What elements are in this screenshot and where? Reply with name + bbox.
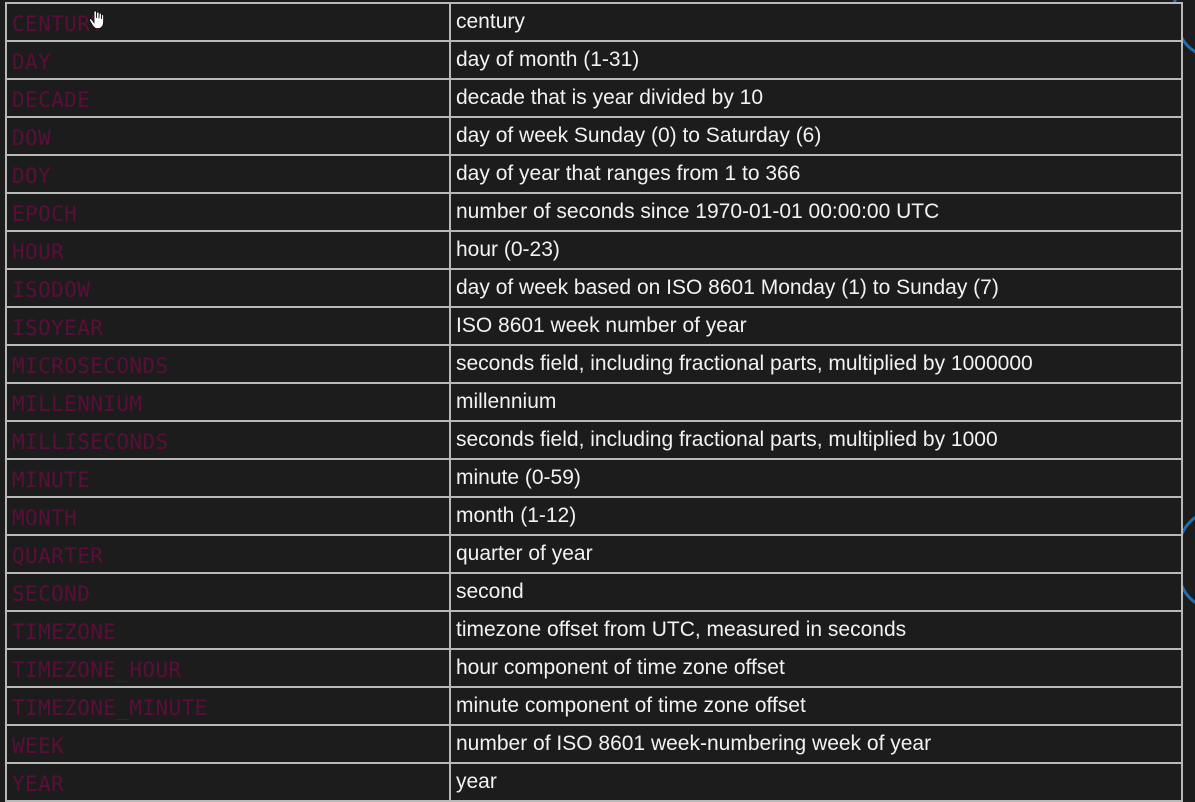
field-description-cell: day of month (1-31) bbox=[449, 40, 1183, 80]
field-description-cell: seconds field, including fractional part… bbox=[449, 344, 1183, 384]
field-name-cell: SECOND bbox=[5, 572, 451, 612]
table-row: MILLISECONDS seconds field, including fra… bbox=[5, 420, 1183, 460]
field-description-cell: century bbox=[449, 2, 1183, 42]
table-row: QUARTER quarter of year bbox=[5, 534, 1183, 574]
table-row: WEEK number of ISO 8601 week-numbering we… bbox=[5, 724, 1183, 764]
field-description-cell: ISO 8601 week number of year bbox=[449, 306, 1183, 346]
table-row: MILLENNIUM millennium bbox=[5, 382, 1183, 422]
table-row: ISODOW day of week based on ISO 8601 Mond… bbox=[5, 268, 1183, 308]
table-row: TIMEZONE timezone offset from UTC, measur… bbox=[5, 610, 1183, 650]
field-description-cell: quarter of year bbox=[449, 534, 1183, 574]
field-description-cell: millennium bbox=[449, 382, 1183, 422]
field-description-cell: seconds field, including fractional part… bbox=[449, 420, 1183, 460]
field-name-cell: DOY bbox=[5, 154, 451, 194]
field-name-cell: TIMEZONE_HOUR bbox=[5, 648, 451, 688]
field-name-cell: YEAR bbox=[5, 762, 451, 802]
field-description-cell: timezone offset from UTC, measured in se… bbox=[449, 610, 1183, 650]
field-name-cell: TIMEZONE_MINUTE bbox=[5, 686, 451, 726]
field-name-cell: MILLENNIUM bbox=[5, 382, 451, 422]
field-name-cell: DAY bbox=[5, 40, 451, 80]
field-description-cell: day of week based on ISO 8601 Monday (1)… bbox=[449, 268, 1183, 308]
field-name-cell: WEEK bbox=[5, 724, 451, 764]
field-description-cell: day of week Sunday (0) to Saturday (6) bbox=[449, 116, 1183, 156]
table-row: DAY day of month (1-31) bbox=[5, 40, 1183, 80]
field-description-cell: number of seconds since 1970-01-01 00:00… bbox=[449, 192, 1183, 232]
table-row: MINUTE minute (0-59) bbox=[5, 458, 1183, 498]
table-row: ISOYEAR ISO 8601 week number of year bbox=[5, 306, 1183, 346]
table-row: HOUR hour (0-23) bbox=[5, 230, 1183, 270]
table-row: TIMEZONE_MINUTE minute component of time … bbox=[5, 686, 1183, 726]
field-description-cell: day of year that ranges from 1 to 366 bbox=[449, 154, 1183, 194]
field-description-cell: number of ISO 8601 week-numbering week o… bbox=[449, 724, 1183, 764]
field-description-cell: second bbox=[449, 572, 1183, 612]
table-row: DECADE decade that is year divided by 10 bbox=[5, 78, 1183, 118]
field-description-cell: hour component of time zone offset bbox=[449, 648, 1183, 688]
table-row: MONTH month (1-12) bbox=[5, 496, 1183, 536]
field-description-cell: hour (0-23) bbox=[449, 230, 1183, 270]
date-field-table: CENTURY century DAY day of month (1-31) DECA… bbox=[5, 2, 1183, 802]
table-body: CENTURY century DAY day of month (1-31) DECA… bbox=[5, 2, 1183, 802]
field-name-cell: MINUTE bbox=[5, 458, 451, 498]
field-name-cell: DOW bbox=[5, 116, 451, 156]
table-row: YEAR year bbox=[5, 762, 1183, 802]
table-row: DOY day of year that ranges from 1 to 366 bbox=[5, 154, 1183, 194]
field-name-cell: MICROSECONDS bbox=[5, 344, 451, 384]
field-name-cell: ISODOW bbox=[5, 268, 451, 308]
table-row: TIMEZONE_HOUR hour component of time zone… bbox=[5, 648, 1183, 688]
field-name-cell: HOUR bbox=[5, 230, 451, 270]
field-name-cell: DECADE bbox=[5, 78, 451, 118]
field-name-cell: ISOYEAR bbox=[5, 306, 451, 346]
table-row: MICROSECONDS seconds field, including fra… bbox=[5, 344, 1183, 384]
field-description-cell: minute (0-59) bbox=[449, 458, 1183, 498]
field-name-cell: QUARTER bbox=[5, 534, 451, 574]
field-description-cell: year bbox=[449, 762, 1183, 802]
field-description-cell: minute component of time zone offset bbox=[449, 686, 1183, 726]
field-name-cell: EPOCH bbox=[5, 192, 451, 232]
field-name-cell: CENTURY bbox=[5, 2, 451, 42]
table-row: DOW day of week Sunday (0) to Saturday (6… bbox=[5, 116, 1183, 156]
field-name-cell: MILLISECONDS bbox=[5, 420, 451, 460]
field-description-cell: decade that is year divided by 10 bbox=[449, 78, 1183, 118]
field-description-cell: month (1-12) bbox=[449, 496, 1183, 536]
table-row: CENTURY century bbox=[5, 2, 1183, 42]
field-name-cell: MONTH bbox=[5, 496, 451, 536]
field-name-cell: TIMEZONE bbox=[5, 610, 451, 650]
table-row: EPOCH number of seconds since 1970-01-01 … bbox=[5, 192, 1183, 232]
table-row: SECOND second bbox=[5, 572, 1183, 612]
